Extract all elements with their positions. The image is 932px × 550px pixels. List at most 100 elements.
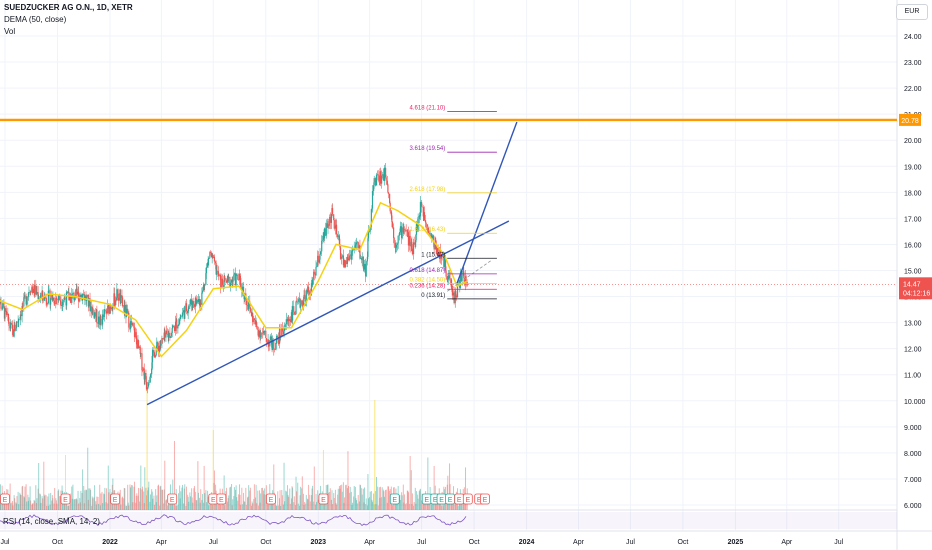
candle-body [331, 208, 334, 215]
candle-body [411, 241, 413, 249]
volume-bar [105, 502, 107, 510]
earnings-marker [266, 493, 276, 505]
candle-body [367, 238, 369, 257]
volume-bar [433, 501, 435, 510]
candle-body [129, 321, 132, 329]
candle-body [288, 318, 290, 322]
volume-bar [87, 447, 89, 510]
symbol-title[interactable]: SUEDZUCKER AG O.N., 1D, XETR [4, 3, 133, 12]
volume-bar [44, 494, 46, 510]
candle-body [202, 284, 205, 291]
candle-body [293, 311, 295, 315]
candle-body [23, 297, 25, 307]
volume-bar [277, 491, 279, 510]
candle-body [16, 321, 18, 323]
volume-bar [25, 484, 27, 510]
volume-bar [465, 467, 467, 510]
candle-body [333, 214, 335, 220]
currency-button[interactable]: EUR [896, 4, 928, 20]
candle-body [378, 180, 380, 181]
volume-bar [305, 494, 307, 510]
volume-bar [163, 489, 165, 510]
candle-body [35, 286, 37, 294]
candle-body [427, 227, 430, 233]
resistance-price-tag [899, 113, 921, 126]
candle-body [53, 297, 55, 304]
candle-body [294, 314, 297, 315]
volume-indicator-label[interactable]: Vol [4, 27, 16, 36]
volume-bar [35, 485, 37, 510]
volume-bar [158, 484, 160, 510]
volume-bar [96, 496, 98, 510]
candle-body [265, 330, 267, 339]
volume-bar [251, 501, 253, 510]
volume-bar [373, 493, 375, 510]
fib-level-label: 0.382 (14.50) [410, 278, 446, 284]
candle-body [327, 224, 329, 228]
volume-bar [257, 490, 259, 510]
earnings-marker [110, 493, 121, 505]
volume-bar [189, 492, 191, 510]
volume-bar [82, 469, 84, 510]
volume-bar [385, 489, 387, 510]
volume-bar [389, 490, 391, 510]
rsi-indicator-label[interactable]: RSI (14, close, SMA, 14, 2) [3, 517, 100, 526]
candle-body [141, 353, 143, 371]
volume-bar [70, 493, 72, 510]
candle-body [279, 328, 281, 337]
volume-bar [63, 502, 65, 510]
dema-indicator-label[interactable]: DEMA (50, close) [4, 15, 67, 24]
candle-body [173, 325, 175, 327]
volume-bar [243, 500, 245, 510]
volume-bar [401, 492, 403, 510]
candle-body [415, 234, 417, 243]
fib-level-label: 0.618 (14.87) [410, 268, 446, 274]
volume-bar [225, 487, 227, 510]
x-tick-label: Oct [677, 539, 688, 546]
x-tick-label: Jul [1, 539, 10, 546]
candle-body [413, 242, 415, 245]
candle-body [24, 295, 26, 297]
candle-body [148, 382, 150, 386]
volume-bar [237, 494, 239, 510]
volume-bar [73, 499, 75, 510]
earnings-marker-label: E [439, 497, 444, 504]
x-tick-label: Oct [52, 539, 63, 546]
candle-body [386, 180, 388, 185]
candle-body [401, 227, 403, 239]
fib-level-label: 1 (15.47) [421, 252, 445, 258]
candle-body [14, 324, 16, 331]
volume-bar [368, 498, 370, 510]
earnings-marker [462, 493, 473, 505]
candle-body [357, 242, 359, 249]
volume-bar [67, 505, 69, 510]
candle-body [405, 230, 407, 231]
volume-bar [72, 484, 74, 510]
last-price-label: 14.47 [903, 281, 921, 288]
candle-body [375, 174, 378, 186]
volume-bar [100, 493, 102, 510]
volume-bar [336, 504, 338, 510]
candle-body [226, 275, 229, 283]
volume-bar [53, 503, 55, 510]
volume-bar [128, 505, 130, 510]
volume-bar [205, 490, 207, 510]
y-tick-label: 15.00 [904, 269, 922, 276]
candle-body [329, 217, 331, 223]
candle-body [272, 339, 274, 350]
volume-bar [14, 498, 16, 510]
volume-bar [244, 502, 246, 510]
volume-bar [227, 501, 229, 510]
candle-body [435, 246, 438, 255]
volume-bar [185, 486, 187, 510]
candle-body [363, 263, 366, 270]
volume-bar [379, 497, 381, 510]
volume-bar [236, 497, 238, 510]
trend-line [146, 220, 510, 406]
candle-body [156, 341, 158, 349]
candle-body [31, 287, 33, 289]
volume-bar [173, 501, 175, 510]
volume-bar [150, 494, 152, 510]
volume-bar [339, 488, 341, 510]
